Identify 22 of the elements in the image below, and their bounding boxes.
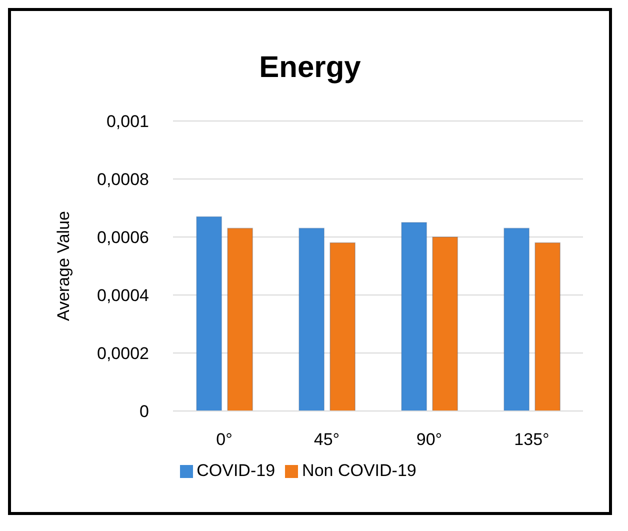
bar (330, 242, 356, 411)
bar (227, 228, 254, 411)
y-tick-label: 0,001 (106, 112, 149, 132)
chart-title: Energy (258, 51, 362, 85)
bar (534, 242, 561, 411)
bar (504, 228, 530, 411)
y-tick-label: 0,0006 (97, 228, 149, 248)
legend-label: COVID-19 (196, 461, 276, 480)
y-axis-title: Average Value (54, 211, 74, 321)
x-tick-label: 90° (416, 430, 442, 450)
x-tick-label: 45° (314, 430, 340, 450)
y-tick-label: 0,0008 (97, 170, 149, 190)
legend-label: Non COVID-19 (302, 461, 416, 480)
x-tick-label: 135° (514, 430, 550, 450)
y-tick-label: 0,0002 (97, 344, 149, 364)
x-tick-label: 0° (216, 430, 232, 450)
bar (401, 222, 428, 411)
bar (298, 228, 325, 411)
bar (196, 216, 222, 411)
y-tick-label: 0,0004 (97, 286, 149, 306)
y-tick-label: 0 (140, 402, 149, 422)
bar (432, 236, 458, 411)
